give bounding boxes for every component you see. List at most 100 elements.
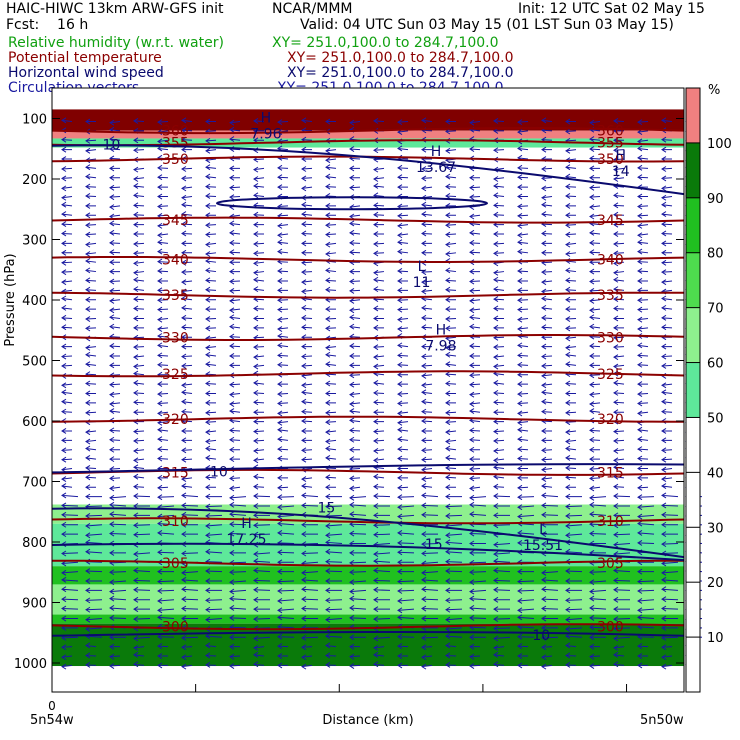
wind-vector — [397, 268, 409, 274]
wind-vector — [589, 663, 601, 669]
wind-vector — [637, 662, 648, 669]
wind-vector — [565, 277, 577, 284]
wind-vector — [397, 145, 409, 152]
wind-vector — [589, 136, 601, 143]
wind-vector — [517, 371, 528, 378]
wind-vector — [301, 382, 313, 389]
rh-layer — [52, 109, 684, 131]
wind-vector — [421, 343, 432, 350]
wind-vector — [253, 176, 265, 182]
wind-vector — [445, 147, 457, 154]
theta-contour-line — [51, 334, 685, 341]
wind-vector — [613, 260, 625, 267]
colorbar-band — [686, 252, 700, 308]
colorbar-tick-label: 20 — [707, 576, 724, 591]
wind-vector — [85, 399, 96, 406]
wind-vector — [637, 530, 655, 536]
wind-vector — [469, 540, 486, 547]
wind-vector — [325, 597, 343, 604]
wind-vector — [541, 353, 553, 360]
wind-vector — [565, 231, 577, 238]
wind-vector — [421, 663, 433, 670]
wind-vector — [253, 635, 271, 642]
wind-vector — [469, 501, 487, 508]
wind-vector — [565, 380, 577, 387]
wind-vector — [301, 353, 313, 360]
wind-vector — [301, 654, 313, 661]
wind-vector — [397, 306, 409, 313]
wind-vector — [157, 400, 169, 407]
wind-vector — [229, 174, 240, 181]
wind-vector — [637, 232, 649, 239]
wind-vector — [445, 251, 457, 257]
wind-vector — [613, 147, 625, 154]
wind-vector — [493, 305, 505, 312]
wind-vector — [157, 419, 169, 426]
wind-vector — [613, 503, 630, 509]
wind-vector — [133, 389, 145, 396]
wind-vector — [517, 400, 529, 407]
wind-vector — [157, 446, 169, 453]
wind-vector — [85, 267, 97, 274]
wind-vector — [205, 173, 217, 180]
wind-vector — [325, 325, 337, 332]
wind-vector — [85, 438, 97, 445]
wind-vector — [229, 501, 247, 508]
wind-vector — [277, 484, 289, 491]
wind-vector — [181, 194, 193, 201]
wind-vector — [133, 606, 150, 613]
wind-vector — [493, 324, 504, 331]
wind-vector — [205, 532, 223, 539]
wind-vector — [589, 466, 601, 473]
wind-vector — [205, 568, 223, 574]
wind-vector — [373, 606, 390, 613]
colorbar-frame — [685, 87, 701, 693]
wind-vector — [325, 558, 343, 565]
wind-vector — [541, 166, 553, 172]
y-tick-label: 900 — [22, 597, 47, 612]
wind-vector — [373, 644, 385, 651]
wind-vector — [253, 473, 265, 480]
wind-vector — [325, 568, 343, 574]
wind-vector — [133, 616, 151, 623]
wind-vector — [157, 549, 175, 556]
wind-vector — [133, 512, 150, 519]
wind-vector — [253, 428, 265, 435]
wind-vector — [613, 661, 625, 668]
wind-vector — [181, 476, 193, 482]
wind-vector — [613, 606, 630, 613]
wind-vector — [565, 587, 582, 594]
wind-vector — [301, 550, 319, 557]
wind-vector — [373, 118, 385, 124]
wind-vector — [469, 278, 481, 285]
wind-vector — [421, 185, 433, 192]
wind-vector — [661, 654, 673, 661]
wind-vector — [541, 596, 559, 603]
wind-vector — [301, 175, 313, 182]
wind-vector — [277, 643, 289, 649]
wind-vector — [517, 513, 535, 520]
wind-vector — [205, 587, 222, 594]
wind-vector — [85, 344, 97, 351]
wind-vector — [397, 232, 409, 239]
wind-vector — [181, 531, 198, 538]
wind-vector — [517, 119, 529, 126]
wind-vector — [613, 625, 631, 632]
wind-vector — [349, 362, 360, 369]
wind-vector — [373, 531, 391, 538]
y-tick-label: 800 — [22, 536, 47, 551]
wind-vector — [541, 576, 559, 583]
wind-vector — [541, 201, 553, 208]
wind-vector — [205, 633, 223, 640]
wind-vector — [661, 221, 673, 228]
wind-vector — [565, 183, 577, 190]
wind-vector — [61, 408, 73, 415]
wind-vector — [349, 372, 361, 379]
wind-vector — [301, 569, 319, 576]
wind-vector — [469, 511, 487, 518]
wind-vector — [637, 484, 649, 491]
wind-vector — [469, 381, 481, 388]
wind-vector — [229, 333, 241, 340]
wind-vector — [349, 220, 361, 227]
